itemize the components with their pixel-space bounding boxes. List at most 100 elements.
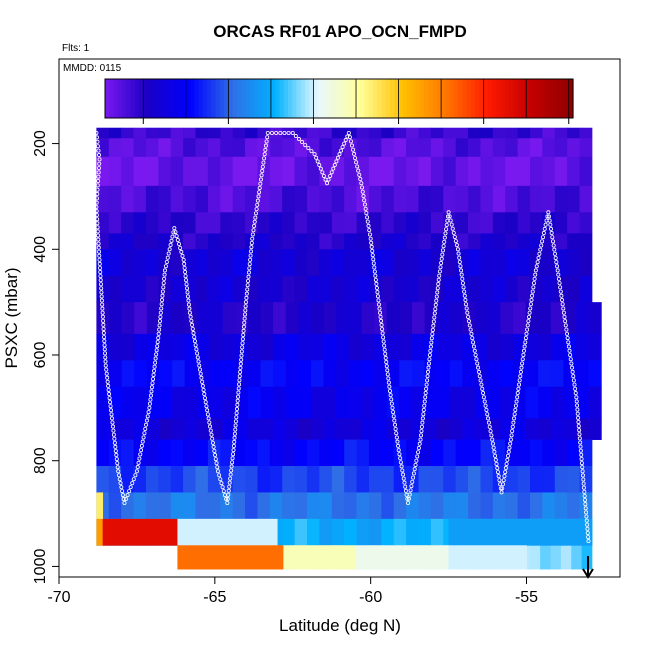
heatmap-cell [232,212,246,234]
heatmap-cell [480,212,494,234]
track-point [261,160,266,165]
track-point [548,226,553,231]
track-point [300,140,305,145]
heatmap-cell [381,212,395,234]
heatmap-cell [207,212,221,234]
track-point [554,264,559,269]
track-point [94,213,99,218]
heatmap-cell [500,333,514,361]
heatmap-cell [121,439,134,467]
heatmap-cell [121,386,135,419]
heatmap-cell [133,156,147,187]
track-point [512,412,517,417]
colorbar-swatch [194,79,200,118]
heatmap-cell [348,360,362,388]
track-point [187,306,192,311]
heatmap-cell [579,212,593,234]
colorbar-swatch [168,79,174,118]
heatmap-cell [374,386,388,419]
track-point [228,472,233,477]
track-point [387,388,392,393]
heatmap-cell [399,418,413,440]
track-point [104,367,109,372]
heatmap-cell [269,275,283,303]
track-point [537,251,542,256]
colorbar-swatch [134,79,140,118]
track-point [96,237,101,242]
heatmap-cell [530,492,543,520]
heatmap-cell [121,466,134,493]
heatmap-cell [554,233,568,250]
heatmap-cell [195,185,209,213]
heatmap-cell [336,360,350,388]
track-point [139,448,144,453]
heatmap-cell [579,233,593,250]
y-tick-label: 600 [32,342,49,369]
heatmap-cell [158,127,172,139]
heatmap-cell [393,212,407,234]
track-point [383,355,388,360]
track-point [228,476,233,481]
track-point [196,359,201,364]
heatmap-cell [356,466,370,493]
track-point [503,466,508,471]
heatmap-cell [170,275,184,303]
heatmap-cell [108,127,122,139]
track-point [242,320,247,325]
heatmap-cell [273,386,287,419]
track-point [210,436,215,441]
track-point [426,365,431,370]
track-point [315,159,320,164]
track-point [193,343,198,348]
track-point [403,488,408,493]
track-point [296,137,301,142]
heatmap-cell [468,466,481,493]
track-point [445,214,450,219]
colorbar-swatch [479,79,485,118]
colorbar-frame [104,78,574,119]
colorbar-swatch [185,79,191,118]
heatmap-cell [356,138,370,158]
heatmap-cell [183,439,196,467]
track-point [513,403,518,408]
colorbar-swatch [492,79,498,118]
heatmap-cell [356,518,370,546]
track-point [178,245,183,250]
track-point [372,265,377,270]
heatmap-cells [96,127,602,570]
track-point [586,539,591,544]
track-point [282,130,287,135]
track-point [582,493,587,498]
heatmap-cell [96,518,104,546]
heatmap-cell [108,185,122,213]
track-point [234,407,239,412]
track-point [508,441,513,446]
track-point [496,474,501,479]
heatmap-cell [344,138,357,158]
heatmap-cell [184,418,198,440]
heatmap-cell [530,212,543,234]
track-point [427,352,432,357]
x-axis-label: Latitude (deg N) [279,616,401,635]
track-point [584,510,589,515]
track-point [239,349,244,354]
track-point [328,173,333,178]
track-point [286,130,291,135]
heatmap-cell [260,333,274,361]
heatmap-cell [269,212,283,234]
y-tick-label: 200 [32,130,49,157]
track-point [406,500,411,505]
track-point [242,316,247,321]
heatmap-cell [102,518,178,546]
track-point [392,422,397,427]
heatmap-cell [468,275,481,303]
heatmap-cell [210,333,224,361]
track-point [151,377,156,382]
track-point [230,456,235,461]
heatmap-cell [411,333,425,361]
heatmap-cell [418,138,432,158]
heatmap-cell [554,466,568,493]
track-point [579,456,584,461]
colorbar-swatch [445,79,451,118]
colorbar-swatch [428,79,434,118]
